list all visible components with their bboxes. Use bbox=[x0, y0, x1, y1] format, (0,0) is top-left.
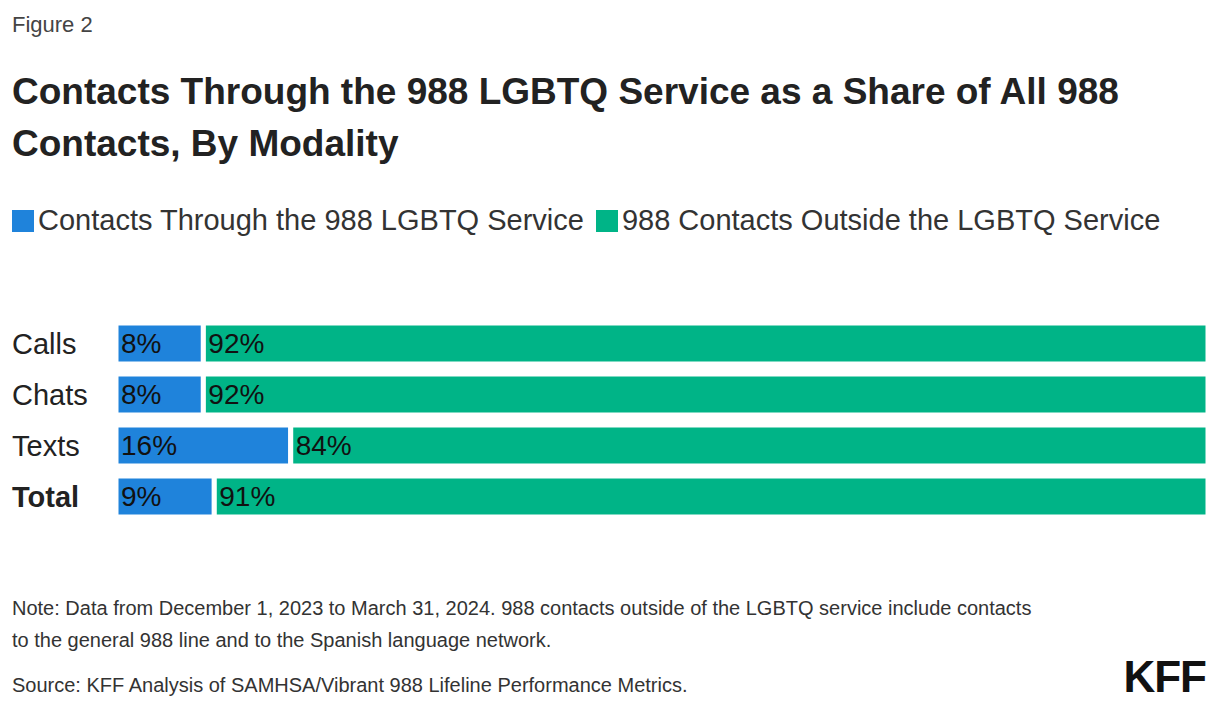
svg-text:84%: 84% bbox=[296, 430, 352, 461]
html-text:Note: Data from December 1, 20: Note: Data from December 1, 2023 to Marc… bbox=[12, 597, 1032, 651]
html-text:988 Contacts Outside the LGBTQ: 988 Contacts Outside the LGBTQ Service bbox=[621, 204, 1161, 236]
svg-text:91%: 91% bbox=[219, 481, 275, 512]
svg-text:92%: 92% bbox=[208, 379, 264, 410]
svg-text:Texts: Texts bbox=[12, 430, 80, 462]
svg-text:Total: Total bbox=[12, 481, 79, 513]
html-text:Contacts Through the 988 LGBTQ: Contacts Through the 988 LGBTQ Service bbox=[38, 204, 584, 236]
svg-text:8%: 8% bbox=[121, 328, 161, 359]
html-text:Figure 2: Figure 2 bbox=[12, 12, 93, 37]
html-text:Contacts Through the 988 LGBTQ: Contacts Through the 988 LGBTQ Service a… bbox=[12, 71, 1119, 164]
svg-text:9%: 9% bbox=[121, 481, 161, 512]
svg-text:92%: 92% bbox=[208, 328, 264, 359]
svg-text:8%: 8% bbox=[121, 379, 161, 410]
svg-text:16%: 16% bbox=[121, 430, 177, 461]
svg-text:Calls: Calls bbox=[12, 328, 76, 360]
html-text:Source: KFF Analysis of SAMHSA: Source: KFF Analysis of SAMHSA/Vibrant 9… bbox=[12, 674, 688, 696]
svg-text:Chats: Chats bbox=[12, 379, 88, 411]
html-text:KFF: KFF bbox=[1123, 652, 1206, 701]
